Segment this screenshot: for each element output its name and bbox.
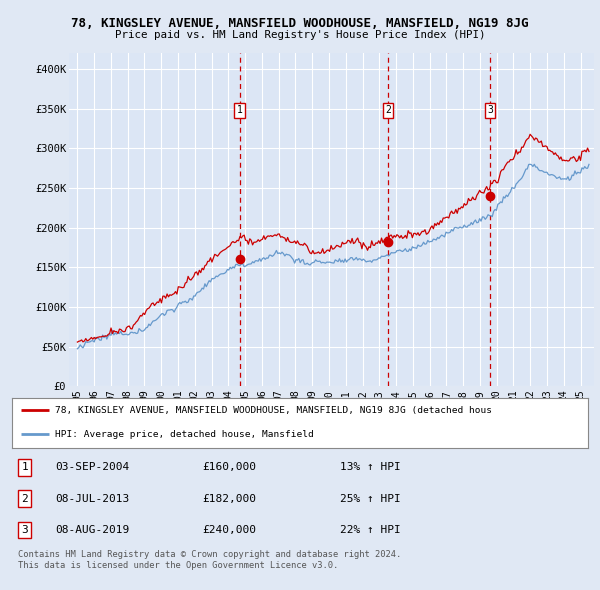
Text: 2: 2 [21, 494, 28, 503]
Text: 03-SEP-2004: 03-SEP-2004 [55, 463, 130, 473]
Text: £240,000: £240,000 [202, 525, 256, 535]
Text: 3: 3 [487, 105, 493, 115]
Text: 78, KINGSLEY AVENUE, MANSFIELD WOODHOUSE, MANSFIELD, NG19 8JG (detached hous: 78, KINGSLEY AVENUE, MANSFIELD WOODHOUSE… [55, 406, 492, 415]
Text: This data is licensed under the Open Government Licence v3.0.: This data is licensed under the Open Gov… [18, 560, 338, 569]
Text: £160,000: £160,000 [202, 463, 256, 473]
Text: 13% ↑ HPI: 13% ↑ HPI [340, 463, 401, 473]
Text: HPI: Average price, detached house, Mansfield: HPI: Average price, detached house, Mans… [55, 430, 314, 439]
Text: 22% ↑ HPI: 22% ↑ HPI [340, 525, 401, 535]
Text: 08-JUL-2013: 08-JUL-2013 [55, 494, 130, 503]
Text: 78, KINGSLEY AVENUE, MANSFIELD WOODHOUSE, MANSFIELD, NG19 8JG: 78, KINGSLEY AVENUE, MANSFIELD WOODHOUSE… [71, 17, 529, 30]
Text: 25% ↑ HPI: 25% ↑ HPI [340, 494, 401, 503]
Text: 2: 2 [385, 105, 391, 115]
Text: Contains HM Land Registry data © Crown copyright and database right 2024.: Contains HM Land Registry data © Crown c… [18, 550, 401, 559]
Text: 3: 3 [21, 525, 28, 535]
Text: Price paid vs. HM Land Registry's House Price Index (HPI): Price paid vs. HM Land Registry's House … [115, 30, 485, 40]
Text: 08-AUG-2019: 08-AUG-2019 [55, 525, 130, 535]
Text: £182,000: £182,000 [202, 494, 256, 503]
Text: 1: 1 [236, 105, 242, 115]
Text: 1: 1 [21, 463, 28, 473]
